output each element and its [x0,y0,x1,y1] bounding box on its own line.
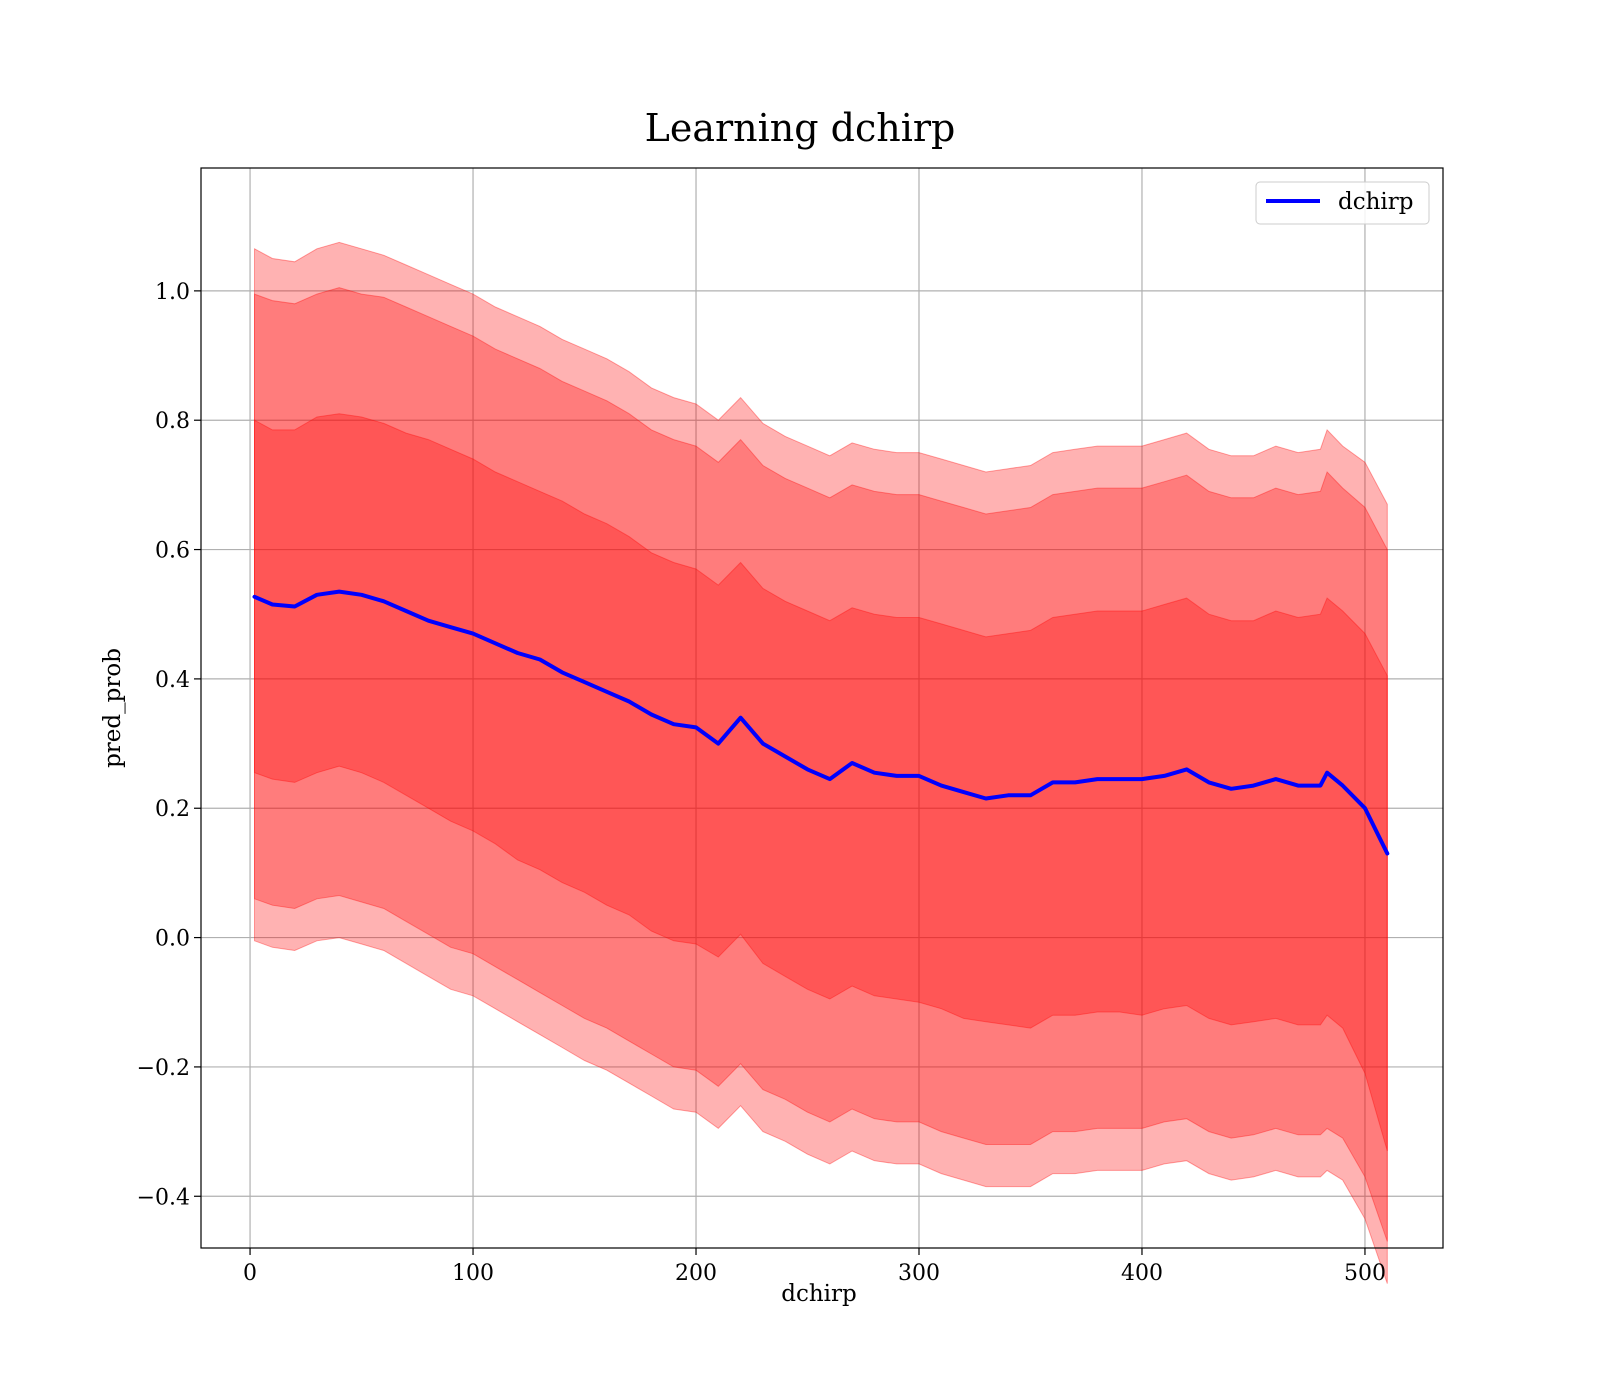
series-line-dchirp [252,589,1390,856]
ticks: 0 100 200 300 400 500 −0.4 −0.2 0.0 0.2 0.4 0.6 0.8 1… [137,280,1386,1286]
error-bands [254,241,1388,1284]
series-lines [252,589,1390,856]
error-band-level-1 [254,413,1388,1152]
y-tick-label: 0.2 [155,797,190,822]
y-tick-label: 0.0 [155,927,190,952]
x-tick-label: 500 [1344,1261,1386,1286]
grid [201,168,1443,1248]
plot-frame [200,167,1444,1249]
y-axis-label: pred_prob [100,648,126,768]
x-axis-label: dchirp [781,1281,857,1307]
error-band-level-2 [254,287,1388,1242]
x-tick-label: 100 [452,1261,494,1286]
legend: dchirp [1255,181,1430,225]
y-tick-label: −0.2 [137,1056,190,1081]
y-tick-label: 0.8 [155,409,190,434]
x-tick-label: 200 [675,1261,717,1286]
chart-title: Learning dchirp [645,106,956,150]
x-tick-label: 0 [243,1261,257,1286]
y-tick-label: 0.6 [155,539,190,564]
legend-label: dchirp [1338,189,1414,215]
x-tick-label: 400 [1121,1261,1163,1286]
legend-box [1255,181,1430,225]
y-tick-label: 1.0 [155,280,190,305]
error-band-level-3 [254,241,1388,1284]
y-tick-label: 0.4 [155,668,190,693]
x-tick-label: 300 [898,1261,940,1286]
y-tick-label: −0.4 [137,1185,190,1210]
